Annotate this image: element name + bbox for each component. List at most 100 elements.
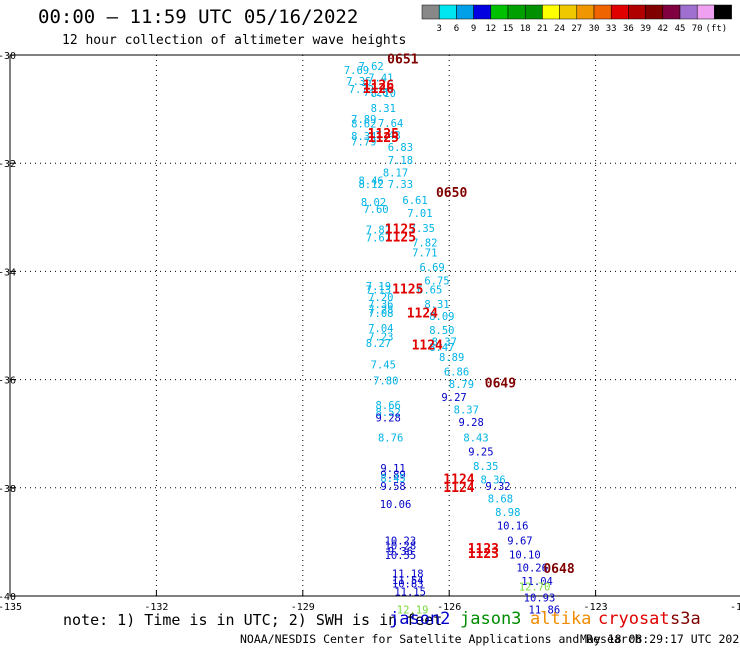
wave-height-label: 7.35 [346, 76, 371, 88]
time-label: 1126 [363, 82, 394, 97]
y-tick-label: -30 [0, 51, 16, 62]
wave-height-label: 8.34 [351, 131, 376, 143]
legend-swatch [645, 4, 664, 20]
wave-height-label: 9.36 [388, 546, 413, 558]
wave-height-label: 8.50 [429, 325, 454, 337]
wave-height-label: 9.28 [459, 417, 484, 429]
wave-height-label: 10.26 [516, 562, 548, 574]
footer-timestamp: May 18 08:29:17 UTC 2022 [580, 632, 740, 646]
wave-height-label: 9.28 [376, 412, 401, 424]
satellite-s3a: s3a [670, 609, 701, 629]
y-tick-label: -36 [0, 376, 16, 387]
legend-label: 42 [657, 24, 668, 34]
time-label: 1124 [443, 473, 474, 488]
wave-height-label: 7.45 [371, 359, 396, 371]
legend-swatch [628, 4, 646, 20]
wave-height-label: 7.89 [351, 114, 376, 126]
y-tick-label: -32 [0, 159, 16, 170]
wave-height-label: 7.23 [368, 331, 393, 343]
legend-label: 9 [471, 24, 476, 34]
legend-swatch [559, 4, 578, 20]
wave-height-label: 7.71 [412, 247, 437, 259]
y-tick-label: -34 [0, 267, 16, 278]
wave-height-label: 10.10 [509, 549, 541, 561]
wave-height-label: 8.98 [495, 507, 520, 519]
wave-height-label: 7.82 [412, 238, 437, 250]
wave-height-label: 10.23 [385, 535, 417, 547]
wave-height-label: 9.32 [485, 481, 510, 493]
wave-height-label: 7.79 [351, 137, 376, 149]
wave-height-label: 6.83 [388, 142, 413, 154]
legend-swatch [473, 4, 492, 20]
wave-height-label: 7.01 [407, 208, 432, 220]
wave-height-label: 8.89 [439, 352, 464, 364]
wave-height-label: 6.65 [417, 284, 442, 296]
chart-subtitle: 12 hour collection of altimeter wave hei… [62, 33, 407, 48]
satellite-jason3: jason3 [460, 609, 522, 629]
wave-height-label: 8.31 [371, 103, 396, 115]
wave-height-label: 10.83 [392, 579, 424, 591]
wave-height-label: 7.28 [363, 87, 388, 99]
wave-height-label: 7.69 [344, 65, 369, 77]
wave-height-label: 7.60 [363, 204, 388, 216]
legend-label: 6 [454, 24, 459, 34]
wave-height-label: 8.52 [376, 407, 401, 419]
chart-title: 00:00 – 11:59 UTC 05/16/2022 [38, 6, 359, 28]
wave-height-label: 7.19 [366, 281, 391, 293]
y-tick-label: -38 [0, 484, 16, 495]
wave-height-label: 7.08 [368, 308, 393, 320]
footer-note: note: 1) Time is in UTC; 2) SWH is in fe… [63, 611, 443, 629]
wave-height-label: 7.80 [373, 376, 398, 388]
legend-label: 27 [571, 24, 582, 34]
x-tick-label: -129 [291, 602, 315, 613]
x-tick-label: -135 [0, 602, 22, 613]
time-label: 0649 [485, 376, 516, 391]
wave-height-label: 8.43 [463, 432, 488, 444]
wave-height-label: 11.54 [392, 575, 424, 587]
wave-height-label: 7.72 [349, 84, 374, 96]
legend-swatch [507, 4, 526, 20]
time-label: 1125 [385, 230, 416, 245]
wave-height-label: 9.89 [380, 469, 405, 481]
legend-label: 12 [485, 24, 496, 34]
time-label: 1124 [412, 339, 443, 354]
wave-height-label: 8.37 [432, 337, 457, 349]
legend-swatch [679, 4, 698, 20]
wave-height-label: 10.93 [524, 593, 556, 605]
wave-height-label: 7.64 [378, 118, 403, 130]
legend-swatch [714, 4, 732, 20]
time-label: 0648 [543, 562, 574, 577]
wave-height-label: 8.66 [376, 400, 401, 412]
y-tick-label: -40 [0, 592, 16, 603]
legend-label: 3 [436, 24, 441, 34]
wave-height-label: 7.13 [366, 284, 391, 296]
satellite-jason2: jason2 [389, 609, 451, 629]
wave-height-label: 9.25 [468, 447, 493, 459]
legend-label: 18 [520, 24, 531, 34]
wave-height-label: 7.18 [388, 155, 413, 167]
wave-height-label: 8.12 [358, 179, 383, 191]
wave-height-label: 8.27 [366, 338, 391, 350]
footer-credit: NOAA/NESDIS Center for Satellite Applica… [240, 632, 642, 646]
legend-label: 39 [640, 24, 651, 34]
legend-swatch [610, 4, 629, 20]
legend-label: 30 [589, 24, 600, 34]
time-label: 1123 [468, 547, 499, 562]
wave-height-label: 6.61 [402, 195, 427, 207]
wave-height-label: 8.31 [424, 299, 449, 311]
x-tick-label: -126 [437, 602, 461, 613]
legend-label: 15 [503, 24, 514, 34]
wave-height-label: 9.11 [380, 463, 405, 475]
wave-height-label: 10.55 [385, 550, 417, 562]
wave-height-label: 7.04 [368, 323, 393, 335]
wave-height-label: 8.10 [371, 88, 396, 100]
wave-height-label: 10.28 [385, 541, 417, 553]
wave-height-label: 8.35 [473, 461, 498, 473]
legend-label: 33 [606, 24, 617, 34]
wave-height-label: 8.45 [380, 473, 405, 485]
wave-height-label: 7.20 [368, 292, 393, 304]
legend-unit: (ft) [706, 24, 728, 34]
wave-height-label: 11.04 [521, 576, 553, 588]
wave-height-label: 7.41 [368, 73, 393, 85]
